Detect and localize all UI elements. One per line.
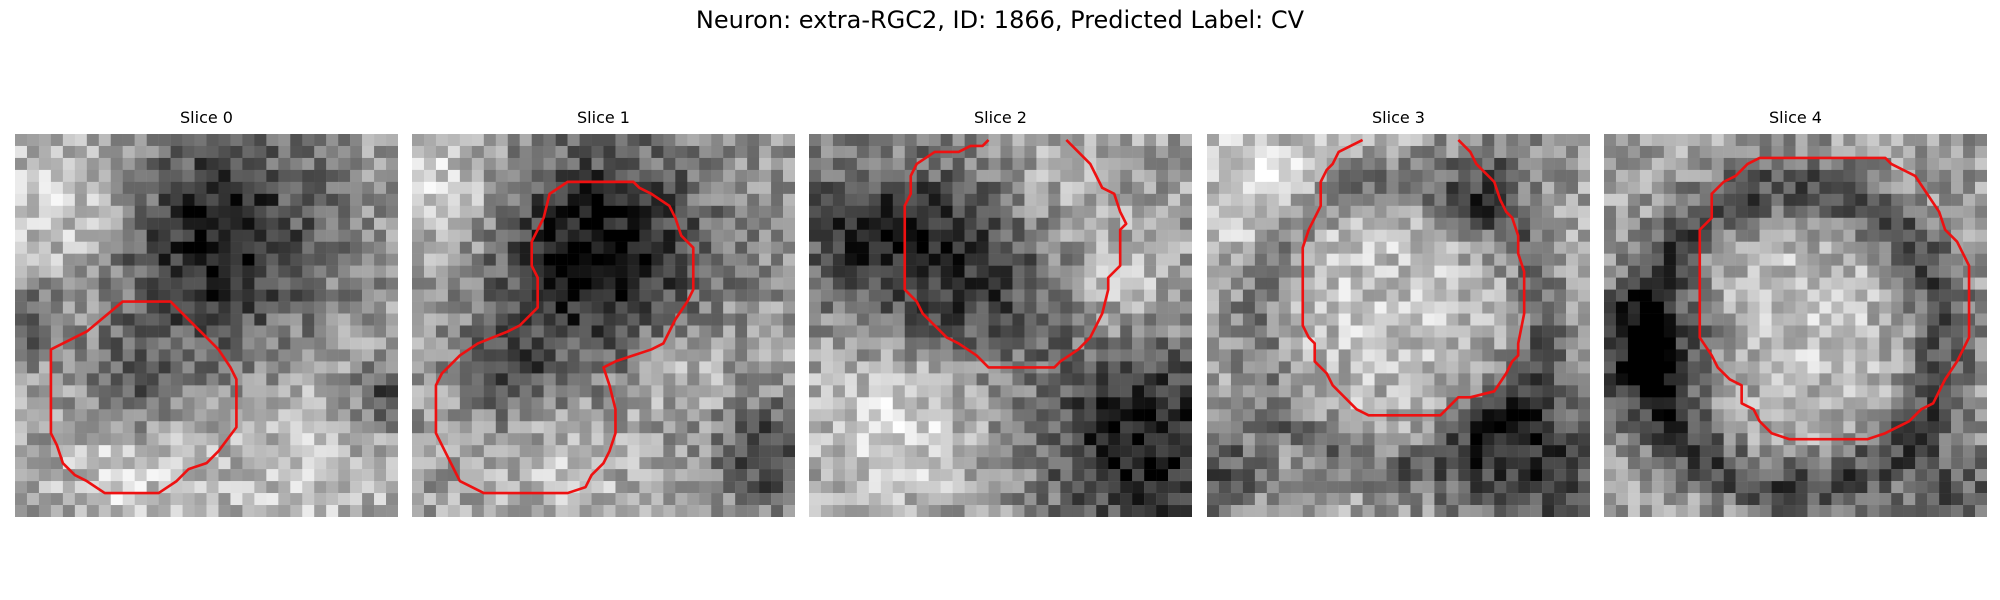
slice-title-2: Slice 2 (974, 108, 1027, 127)
slice-title-3: Slice 3 (1372, 108, 1425, 127)
slice-image-2 (809, 134, 1192, 517)
figure-title: Neuron: extra-RGC2, ID: 1866, Predicted … (695, 6, 1305, 34)
contour-outline-0 (49, 300, 238, 495)
slice-title-4: Slice 4 (1769, 108, 1822, 127)
contour-outline-1 (434, 180, 695, 495)
contour-outline-3 (1301, 138, 1526, 417)
slice-image-1 (412, 134, 795, 517)
slice-image-0 (15, 134, 398, 517)
slice-title-1: Slice 1 (577, 108, 630, 127)
contour-outline-2 (903, 139, 1128, 369)
slice-image-3 (1207, 134, 1590, 517)
contour-outline-4 (1698, 156, 1971, 441)
slice-image-4 (1604, 134, 1987, 517)
slice-title-0: Slice 0 (180, 108, 233, 127)
